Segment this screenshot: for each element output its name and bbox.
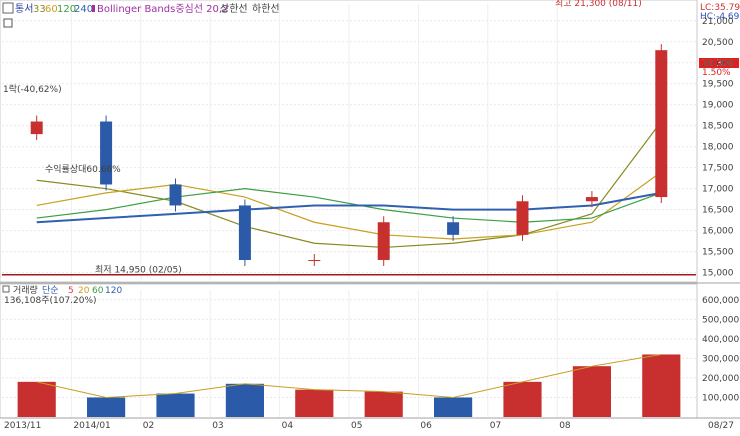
ma-60-legend: 60 (45, 4, 58, 15)
low-annotation: 최저 14,950 (02/05) (95, 265, 182, 276)
volume-y-tick-label: 300,000 (702, 354, 739, 364)
volume-bar (572, 366, 611, 417)
candle-body (655, 50, 668, 198)
volume-legend-type: 단순 (42, 285, 59, 296)
x-tick-label: 06 (420, 421, 432, 431)
price-y-tick-label: 20,500 (702, 38, 734, 48)
volume-y-tick-label: 200,000 (702, 374, 739, 384)
hc-indicator: HC:-4.69 (700, 12, 740, 22)
legend-label: 통서 (15, 3, 33, 15)
candle-body (169, 184, 182, 206)
volume-ma-line (36, 353, 662, 398)
candle-body (30, 121, 43, 135)
x-tick-label: 2014/01 (73, 421, 110, 431)
volume-ma-20-legend: 20 (78, 286, 90, 296)
ma-line-33 (36, 121, 662, 249)
x-tick-label: 2013/11 (4, 421, 41, 431)
current-price-label: 20,300 (702, 59, 734, 69)
x-tick-label: 08 (559, 421, 571, 431)
ma-33-legend: 33 (33, 4, 46, 15)
price-y-tick-label: 18,000 (702, 143, 734, 153)
ma-line-60 (36, 171, 662, 240)
volume-ma-120-legend: 120 (105, 286, 122, 296)
ma-line-240 (36, 191, 662, 224)
price-y-tick-label: 21,000 (702, 17, 734, 27)
volume-y-tick-label: 100,000 (702, 393, 739, 403)
high-annotation: 최고 21,300 (08/11) (555, 0, 642, 9)
volume-y-tick-label: 600,000 (702, 296, 739, 306)
ma-line-120 (36, 188, 662, 223)
price-y-tick-label: 17,000 (702, 185, 734, 195)
volume-bar (642, 354, 681, 417)
price-y-tick-label: 19,500 (702, 80, 734, 90)
volume-legend-icon (2, 285, 10, 293)
price-y-tick-label: 16,000 (702, 227, 734, 237)
volume-bar (364, 391, 403, 417)
lower-band-legend: 하한선 (252, 2, 280, 15)
current-price-box (699, 58, 739, 68)
volume-bar (87, 397, 126, 417)
volume-bar (434, 397, 473, 417)
volume-text: 136,108주(107.20%) (4, 295, 97, 306)
volume-bar (225, 383, 264, 417)
bollinger-legend: Bollinger Bands중심선 20,2 (97, 3, 228, 15)
bollinger-swatch (92, 5, 95, 12)
candle-body (447, 222, 460, 235)
volume-bar (17, 381, 56, 417)
x-tick-label: 05 (351, 421, 362, 431)
current-change-label: 1.50% (702, 68, 731, 78)
x-tick-label: 08/27 (708, 421, 734, 431)
lc-indicator: LC:35.79 (700, 3, 740, 13)
ma-120-legend: 120 (57, 4, 76, 15)
price-y-tick-label: 20,000 (702, 59, 734, 69)
legend-icon (2, 2, 14, 14)
return-annotation: 수익률상대60.66% (45, 163, 121, 175)
candle-body (377, 222, 390, 261)
x-tick-label: 07 (490, 421, 501, 431)
candle-body (238, 205, 251, 261)
candle-body (308, 260, 321, 262)
volume-legend: 거래량 단순 5 20 60 120 136,108주(107.20%) (2, 284, 122, 306)
volume-ma-5-legend: 5 (68, 286, 74, 296)
candle-body (585, 197, 598, 202)
candle-body (516, 201, 529, 235)
x-tick-label: 02 (143, 421, 154, 431)
price-y-tick-label: 18,500 (702, 122, 734, 132)
volume-y-tick-label: 400,000 (702, 335, 739, 345)
volume-bar (503, 381, 542, 417)
price-y-tick-label: 15,500 (702, 248, 734, 258)
x-tick-label: 03 (212, 421, 223, 431)
drawdown-annotation: 1락(-40,62%) (3, 83, 62, 95)
volume-legend-label: 거래량 (13, 284, 38, 296)
x-tick-label: 04 (282, 421, 294, 431)
price-y-tick-label: 16,500 (702, 206, 734, 216)
candle-body (100, 121, 113, 185)
volume-y-tick-label: 500,000 (702, 315, 739, 325)
toolbar-icon[interactable] (3, 18, 13, 28)
volume-bar (295, 389, 334, 417)
volume-ma-60-legend: 60 (92, 286, 104, 296)
price-y-tick-label: 15,000 (702, 269, 734, 279)
price-y-tick-label: 19,000 (702, 101, 734, 111)
price-legend: 통서 33 60 120 240 Bollinger Bands중심선 20,2… (2, 2, 280, 28)
volume-bar (156, 393, 195, 417)
ma-240-legend: 240 (74, 4, 93, 15)
upper-band-legend: 상한선 (220, 3, 248, 15)
price-y-tick-label: 17,500 (702, 164, 734, 174)
